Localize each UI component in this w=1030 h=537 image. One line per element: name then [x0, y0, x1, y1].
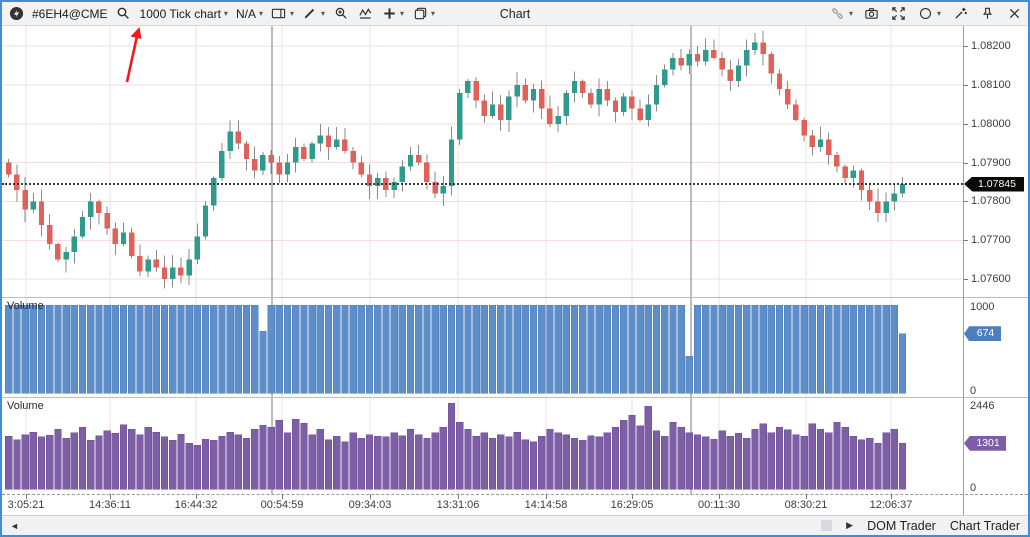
chart-main-area: Volume Volume 1.08200 1.08100 1.08000 1.079… — [2, 26, 1028, 515]
time-axis-label: 13:31:06 — [436, 499, 480, 511]
tab-grip[interactable] — [821, 520, 833, 531]
zoom-in-icon[interactable] — [333, 6, 349, 22]
time-axis-label: 08:30:21 — [784, 499, 828, 511]
volume-scale-min: 0 — [970, 482, 977, 494]
indicators-icon[interactable] — [357, 6, 373, 22]
tick-volume-badge: 674 — [964, 326, 1001, 342]
time-axis-tick — [196, 494, 197, 499]
price-axis-tick — [964, 46, 968, 48]
link-group-label: N/A — [235, 6, 256, 21]
time-axis-tick — [26, 494, 27, 499]
tick-volume-pane-label: Volume — [7, 300, 44, 312]
screenshot-camera-icon[interactable] — [864, 6, 880, 22]
scroll-left-button[interactable]: ◄ — [10, 520, 19, 531]
tick-volume-scale-max: 1000 — [970, 301, 995, 313]
time-axis-tick — [282, 494, 283, 499]
volume-pane-canvas[interactable] — [2, 397, 963, 494]
time-axis-tick — [891, 494, 892, 499]
symbol-label[interactable]: #6EH4@CME — [32, 6, 108, 21]
chevron-down-icon: ▾ — [258, 8, 263, 18]
price-axis-label: 1.07600 — [971, 273, 1011, 286]
volume-badge: 1301 — [964, 435, 1006, 451]
time-axis-label: 16:44:32 — [174, 499, 218, 511]
time-axis-tick — [458, 494, 459, 499]
time-axis-label: 14:36:11 — [88, 499, 132, 511]
price-axis-tick — [964, 240, 968, 242]
time-axis-tick — [370, 494, 371, 499]
circle-icon — [918, 6, 934, 22]
price-axis-label: 1.08100 — [971, 79, 1011, 91]
last-price-badge: 1.07845 — [964, 176, 1024, 192]
tab-dom-trader[interactable]: DOM Trader — [867, 518, 936, 533]
chevron-down-icon: ▾ — [431, 8, 436, 18]
search-icon[interactable] — [116, 6, 132, 22]
time-axis-tick — [632, 494, 633, 499]
price-axis-tick — [964, 123, 968, 125]
time-axis-tick — [546, 494, 547, 499]
tick-volume-scale-min: 0 — [970, 385, 977, 397]
price-axis-tick — [964, 279, 968, 281]
time-axis-label: 14:14:58 — [524, 499, 568, 511]
add-indicator-button[interactable]: ▾ — [381, 6, 404, 22]
price-axis-label: 1.07800 — [971, 195, 1011, 208]
annotation-arrow — [125, 27, 142, 83]
data-series-icon — [271, 6, 287, 22]
last-price-line — [2, 183, 963, 186]
time-axis-label: 16:29:05 — [610, 499, 654, 511]
volume-pane-label: Volume — [7, 400, 44, 412]
tab-chart-trader[interactable]: Chart Trader — [949, 518, 1020, 533]
chevron-down-icon: ▾ — [223, 8, 228, 18]
layout-icon — [412, 6, 428, 22]
price-axis-label: 1.08200 — [971, 40, 1011, 53]
time-axis-label: 12:06:37 — [869, 499, 913, 511]
window-title: Chart — [499, 6, 531, 21]
period-label: 1000 Tick chart — [139, 6, 221, 21]
price-axis-label: 1.08000 — [971, 117, 1011, 130]
pane-separator[interactable] — [2, 297, 1028, 298]
price-axis-tick — [964, 85, 968, 86]
time-axis-label: 00:11:30 — [697, 499, 741, 511]
chart-toolbar: #6EH4@CME 1000 Tick chart ▾ N/A ▾ ▾ — [2, 2, 1028, 26]
time-axis-label: 09:34:03 — [348, 499, 392, 511]
price-axis-border — [963, 26, 964, 515]
time-axis-label: 3:05:21 — [7, 499, 45, 511]
price-axis-label: 1.07900 — [971, 156, 1011, 169]
time-axis-border — [2, 494, 1028, 495]
period-selector[interactable]: 1000 Tick chart ▾ — [140, 7, 228, 21]
time-axis-tick — [110, 494, 111, 499]
bottom-bar: ◄ ▶ DOM Trader Chart Trader — [2, 515, 1028, 535]
link-windows-button[interactable]: ▾ — [830, 6, 853, 22]
chevron-down-icon: ▾ — [400, 8, 405, 18]
price-axis-tick — [964, 162, 968, 164]
unlink-icon — [830, 6, 846, 22]
chevron-down-icon: ▾ — [848, 8, 853, 18]
link-group-selector[interactable]: N/A ▾ — [236, 7, 263, 21]
time-axis-label: 00:54:59 — [260, 499, 304, 511]
tick-volume-pane-canvas[interactable] — [2, 297, 963, 397]
tab-scroll-right-button[interactable]: ▶ — [846, 520, 854, 530]
chevron-down-icon: ▾ — [320, 8, 325, 18]
pencil-icon — [302, 6, 318, 22]
app-logo-icon[interactable] — [8, 6, 24, 22]
volume-scale-max: 2446 — [970, 400, 995, 412]
pin-icon[interactable] — [979, 6, 995, 22]
maximize-icon[interactable] — [891, 6, 907, 22]
plus-icon — [381, 6, 397, 22]
panels-layout-button[interactable]: ▾ — [412, 6, 435, 22]
time-axis-tick — [806, 494, 807, 499]
chevron-down-icon: ▾ — [289, 8, 294, 18]
magic-wand-icon[interactable] — [952, 6, 968, 22]
close-icon[interactable] — [1006, 6, 1022, 22]
drawing-tools-button[interactable]: ▾ — [302, 6, 325, 22]
time-axis-tick — [719, 494, 720, 499]
chevron-down-icon: ▾ — [936, 8, 941, 18]
shape-style-button[interactable]: ▾ — [918, 6, 941, 22]
price-axis-label: 1.07700 — [971, 234, 1011, 247]
data-series-button[interactable]: ▾ — [271, 6, 294, 22]
pane-separator[interactable] — [2, 397, 1028, 398]
price-axis-tick — [964, 201, 968, 203]
